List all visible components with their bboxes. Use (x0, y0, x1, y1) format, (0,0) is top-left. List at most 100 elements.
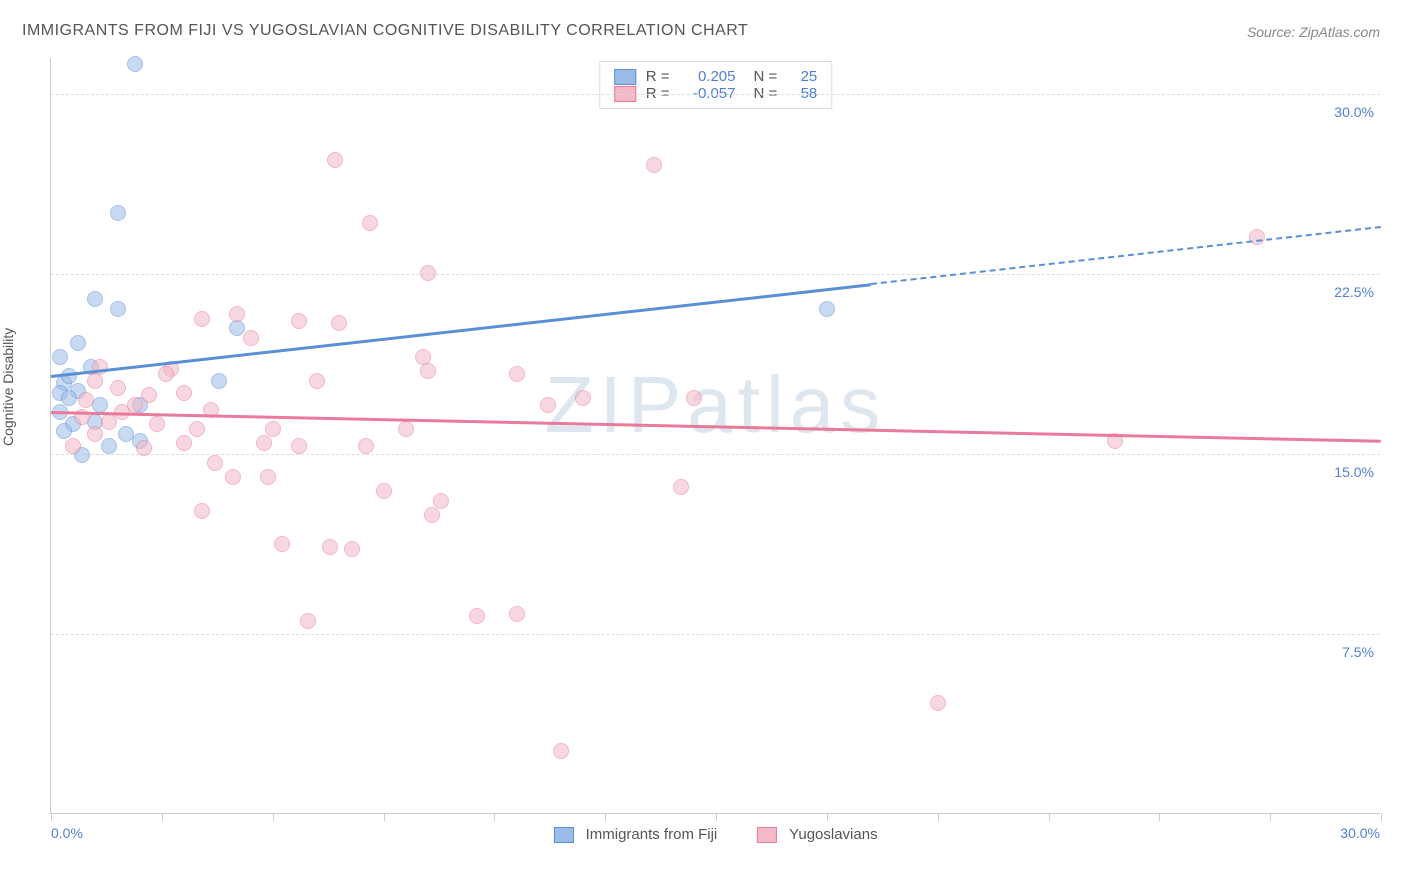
chart-source: Source: ZipAtlas.com (1247, 24, 1380, 40)
x-tick (384, 813, 385, 821)
gridline (51, 94, 1380, 95)
legend-item-fiji: Immigrants from Fiji (553, 826, 717, 843)
point-fiji (110, 205, 126, 221)
legend-label-fiji: Immigrants from Fiji (586, 826, 718, 843)
legend-swatch-fiji (553, 827, 573, 843)
point-yugoslavian (141, 387, 157, 403)
legend-r-label: R = (646, 68, 670, 85)
legend-n-value-fiji: 25 (787, 68, 817, 85)
point-yugoslavian (225, 469, 241, 485)
y-tick-label: 15.0% (1334, 464, 1374, 480)
point-yugoslavian (424, 507, 440, 523)
x-tick (605, 813, 606, 821)
point-yugoslavian (376, 483, 392, 499)
x-tick (1381, 813, 1382, 821)
point-yugoslavian (575, 390, 591, 406)
legend-swatch-fiji (614, 69, 636, 85)
point-yugoslavian (309, 373, 325, 389)
point-yugoslavian (194, 503, 210, 519)
x-axis-max-label: 30.0% (1340, 825, 1380, 841)
point-yugoslavian (265, 421, 281, 437)
x-tick (1049, 813, 1050, 821)
legend-swatch-yugoslavians (757, 827, 777, 843)
legend-bottom: Immigrants from Fiji Yugoslavians (553, 826, 877, 843)
x-tick (716, 813, 717, 821)
point-yugoslavian (686, 390, 702, 406)
y-tick-label: 30.0% (1334, 104, 1374, 120)
point-yugoslavian (65, 438, 81, 454)
point-yugoslavian (300, 613, 316, 629)
point-fiji (56, 423, 72, 439)
point-yugoslavian (87, 426, 103, 442)
point-yugoslavian (149, 416, 165, 432)
point-yugoslavian (420, 363, 436, 379)
point-fiji (127, 56, 143, 72)
chart-container: IMMIGRANTS FROM FIJI VS YUGOSLAVIAN COGN… (0, 0, 1406, 892)
x-tick (162, 813, 163, 821)
point-yugoslavian (358, 438, 374, 454)
y-tick-label: 22.5% (1334, 284, 1374, 300)
point-yugoslavian (420, 265, 436, 281)
point-yugoslavian (327, 152, 343, 168)
point-yugoslavian (553, 743, 569, 759)
x-axis-min-label: 0.0% (51, 825, 83, 841)
point-yugoslavian (540, 397, 556, 413)
x-tick (1270, 813, 1271, 821)
point-fiji (211, 373, 227, 389)
point-yugoslavian (189, 421, 205, 437)
watermark: ZIPatlas (545, 359, 886, 451)
point-yugoslavian (136, 440, 152, 456)
point-yugoslavian (322, 539, 338, 555)
point-yugoslavian (1249, 229, 1265, 245)
y-axis-label: Cognitive Disability (0, 328, 16, 446)
plot-area: ZIPatlas R = 0.205 N = 25 R = -0.057 N =… (50, 58, 1380, 814)
chart-title: IMMIGRANTS FROM FIJI VS YUGOSLAVIAN COGN… (22, 22, 748, 40)
point-yugoslavian (673, 479, 689, 495)
legend-item-yugoslavians: Yugoslavians (757, 826, 877, 843)
point-yugoslavian (158, 366, 174, 382)
point-yugoslavian (509, 366, 525, 382)
point-fiji (52, 349, 68, 365)
point-yugoslavian (260, 469, 276, 485)
y-tick-label: 7.5% (1342, 644, 1374, 660)
point-yugoslavian (207, 455, 223, 471)
point-fiji (819, 301, 835, 317)
point-yugoslavian (243, 330, 259, 346)
point-yugoslavian (415, 349, 431, 365)
point-yugoslavian (256, 435, 272, 451)
x-tick (273, 813, 274, 821)
point-yugoslavian (110, 380, 126, 396)
trend-line-fiji-extrapolated (871, 226, 1381, 285)
point-fiji (87, 291, 103, 307)
point-yugoslavian (331, 315, 347, 331)
trend-line-fiji (51, 283, 871, 378)
x-tick (51, 813, 52, 821)
point-yugoslavian (398, 421, 414, 437)
point-yugoslavian (509, 606, 525, 622)
point-fiji (110, 301, 126, 317)
gridline (51, 274, 1380, 275)
x-tick (938, 813, 939, 821)
x-tick (1159, 813, 1160, 821)
point-fiji (70, 335, 86, 351)
legend-stats-row: R = 0.205 N = 25 (614, 68, 818, 85)
point-yugoslavian (291, 313, 307, 329)
legend-r-value-fiji: 0.205 (680, 68, 736, 85)
gridline (51, 454, 1380, 455)
point-yugoslavian (176, 435, 192, 451)
point-yugoslavian (433, 493, 449, 509)
point-yugoslavian (176, 385, 192, 401)
gridline (51, 634, 1380, 635)
legend-label-yugoslavians: Yugoslavians (789, 826, 877, 843)
legend-stats: R = 0.205 N = 25 R = -0.057 N = 58 (599, 61, 833, 109)
point-yugoslavian (646, 157, 662, 173)
point-yugoslavian (194, 311, 210, 327)
legend-n-label: N = (754, 68, 778, 85)
point-yugoslavian (291, 438, 307, 454)
point-yugoslavian (87, 373, 103, 389)
point-yugoslavian (229, 306, 245, 322)
point-yugoslavian (469, 608, 485, 624)
point-yugoslavian (78, 392, 94, 408)
point-fiji (61, 390, 77, 406)
x-tick (494, 813, 495, 821)
